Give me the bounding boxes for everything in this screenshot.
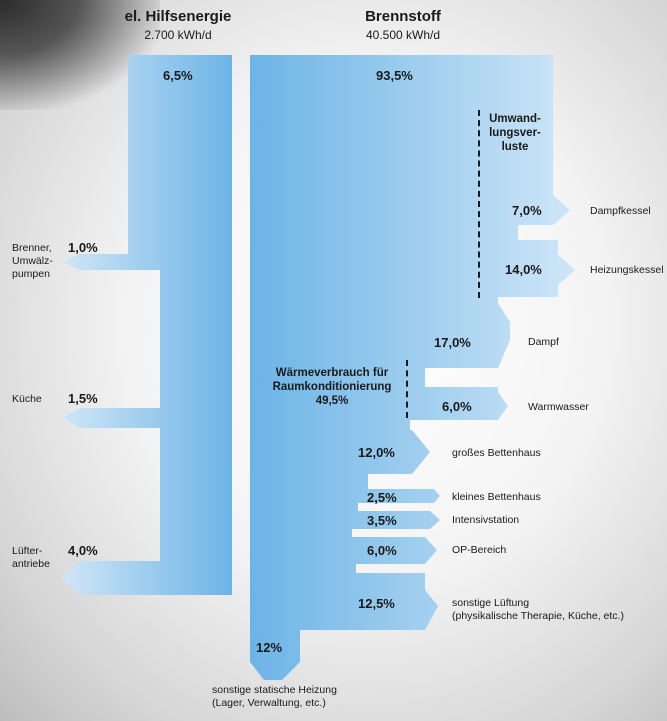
fuel-output-label: Heizungskessel [590,264,664,276]
fuel-output-label: sonstige statische Heizung (Lager, Verwa… [212,684,337,709]
fuel-output-label: Intensivstation [452,514,520,526]
fuel-amount: 40.500 kWh/d [365,28,441,42]
conversion-loss-line: lungsver- [489,127,541,139]
elec-output-value: 4,0% [68,543,98,558]
fuel-output-label: kleines Bettenhaus [452,491,541,503]
fuel-output-label: Dampfkessel [590,205,651,217]
conversion-loss-dashed-line [478,110,480,298]
fuel-output-value: 14,0% [505,262,542,277]
elec-output-label: Küche [12,393,42,405]
fuel-stream [250,55,575,680]
elec-title: el. Hilfsenergie [124,8,232,25]
elec-output-label: Brenner, Umwälz- pumpen [12,242,53,280]
fuel-output-label: Dampf [528,336,559,348]
fuel-output-value: 12,5% [358,596,395,611]
fuel-output-value: 12,0% [358,445,395,460]
room-conditioning-dashed-line [406,360,408,418]
fuel-output-value: 17,0% [434,335,471,350]
elec-output-value: 1,5% [68,391,98,406]
elec-stream [62,55,232,595]
elec-amount: 2.700 kWh/d [144,28,212,42]
fuel-output-value: 2,5% [367,490,397,505]
fuel-title: Brennstoff [365,8,441,25]
fuel-output-value: 6,0% [367,543,397,558]
fuel-output-value: 12% [256,640,283,655]
elec-output-value: 1,0% [68,240,98,255]
elec-output-label: Lüfter- antriebe [12,545,50,570]
fuel-output-label: großes Bettenhaus [452,447,541,459]
fuel-output-label: sonstige Lüftung (physikalische Therapie… [452,597,624,622]
room-conditioning-note: Wärmeverbrauch für Raumkonditionierung 4… [262,366,402,408]
conversion-loss-line: luste [501,141,529,153]
conversion-loss-line: Umwand- [489,113,541,125]
room-conditioning-line: 49,5% [315,395,349,407]
elec-share: 6,5% [163,68,193,83]
fuel-share: 93,5% [376,68,413,83]
fuel-output-label: Warmwasser [528,401,589,413]
conversion-loss-note: Umwand- lungsver- luste [482,112,548,154]
room-conditioning-line: Wärmeverbrauch für [275,367,389,379]
fuel-output-value: 7,0% [512,203,542,218]
fuel-output-value: 6,0% [442,399,472,414]
fuel-output-label: OP-Bereich [452,544,507,556]
fuel-output-value: 3,5% [367,513,397,528]
room-conditioning-line: Raumkonditionierung [272,381,392,393]
